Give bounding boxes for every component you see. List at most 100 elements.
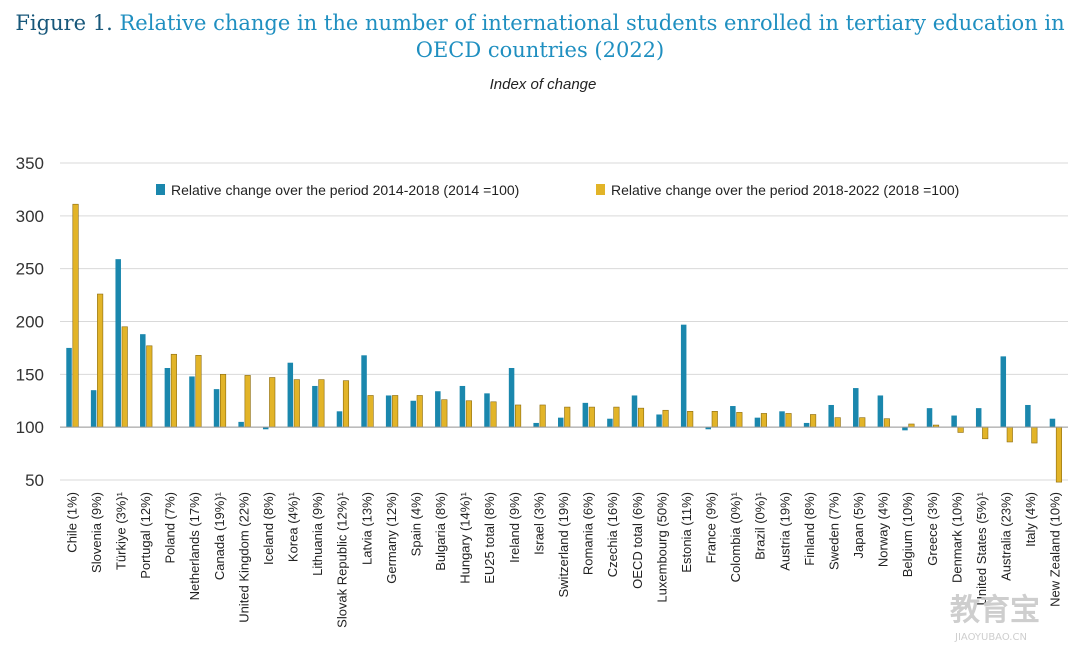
bar-series2 bbox=[170, 353, 177, 428]
bar-series1 bbox=[533, 422, 539, 428]
x-tick-label: Luxembourg (50%) bbox=[654, 492, 669, 603]
bar-series2 bbox=[220, 374, 227, 428]
x-tick-label: Canada (19%)¹ bbox=[212, 491, 227, 580]
gridlines bbox=[60, 162, 1068, 481]
bar-series1 bbox=[385, 395, 392, 428]
x-tick-label: Estonia (11%) bbox=[679, 492, 694, 573]
bar-series1 bbox=[361, 355, 367, 428]
bar-series1 bbox=[213, 389, 220, 428]
bar-series2 bbox=[1055, 426, 1063, 483]
bar-series2 bbox=[441, 399, 448, 428]
bar-series1 bbox=[435, 391, 441, 428]
bar-series1 bbox=[730, 406, 736, 428]
x-tick-label: Romania (6%) bbox=[581, 492, 596, 575]
legend-label-series1: Relative change over the period 2014-201… bbox=[171, 182, 519, 198]
bar-series2 bbox=[613, 406, 620, 428]
bar-series2 bbox=[195, 355, 202, 428]
bar-series1 bbox=[66, 347, 72, 428]
x-tick-label: Belgium (10%) bbox=[900, 492, 915, 577]
bar-series2 bbox=[736, 412, 743, 428]
bar-series2 bbox=[318, 379, 325, 428]
x-tick-label: Greece (3%) bbox=[925, 492, 940, 566]
x-tick-label: Türkiye (3%)¹ bbox=[113, 491, 128, 570]
legend-swatch-series1 bbox=[156, 184, 165, 195]
bar-series2 bbox=[785, 413, 792, 428]
bar-series2 bbox=[637, 407, 645, 428]
x-tick-label: Switzerland (19%) bbox=[556, 492, 571, 598]
x-tick-label: Bulgaria (8%) bbox=[433, 492, 448, 571]
y-tick-label: 200 bbox=[16, 313, 44, 332]
bar-series2 bbox=[121, 326, 128, 428]
bar-series2 bbox=[859, 417, 866, 428]
bar-series2 bbox=[1006, 426, 1013, 443]
x-tick-label: Hungary (14%)¹ bbox=[458, 491, 473, 583]
bar-series1 bbox=[975, 408, 982, 428]
bar-series1 bbox=[238, 421, 244, 428]
bar-series2 bbox=[711, 411, 718, 428]
bar-series1 bbox=[558, 417, 564, 428]
x-tick-label: Spain (4%) bbox=[408, 492, 423, 556]
x-tick-label: Korea (4%)¹ bbox=[286, 491, 301, 562]
bar-series2 bbox=[687, 411, 694, 428]
bar-series1 bbox=[484, 393, 490, 428]
x-tick-label: United States (5%)¹ bbox=[974, 491, 989, 605]
x-tick-label: Norway (4%) bbox=[876, 492, 891, 567]
x-tick-label: Latvia (13%) bbox=[359, 492, 374, 565]
bar-series1 bbox=[312, 385, 318, 428]
x-tick-label: Slovenia (9%) bbox=[89, 492, 104, 573]
bar-series1 bbox=[140, 334, 146, 428]
bar-series1 bbox=[410, 400, 416, 428]
legend-swatch-series2 bbox=[596, 184, 605, 195]
bar-series1 bbox=[754, 417, 761, 428]
bar-series2 bbox=[490, 401, 497, 428]
bar-series2 bbox=[367, 395, 374, 428]
bar-series1 bbox=[189, 376, 195, 428]
y-tick-label: 50 bbox=[25, 471, 44, 490]
bar-series1 bbox=[853, 388, 859, 428]
bar-series2 bbox=[982, 426, 989, 440]
bar-series2 bbox=[465, 400, 472, 428]
bar-series1 bbox=[1049, 418, 1056, 428]
bar-series2 bbox=[883, 418, 890, 428]
bar-series1 bbox=[926, 408, 933, 428]
x-tick-label: Germany (12%) bbox=[384, 492, 399, 584]
bar-series1 bbox=[336, 411, 343, 428]
bar-series1 bbox=[680, 324, 687, 428]
bar-series2 bbox=[1031, 426, 1038, 444]
bar-series2 bbox=[244, 375, 251, 428]
bar-series1 bbox=[828, 404, 834, 428]
x-tick-label: Czechia (16%) bbox=[605, 492, 620, 577]
legend: Relative change over the period 2014-201… bbox=[156, 182, 959, 198]
y-tick-label: 100 bbox=[16, 418, 44, 437]
bar-series1 bbox=[164, 367, 171, 428]
bar-series1 bbox=[656, 414, 662, 428]
bar-series1 bbox=[287, 362, 294, 428]
y-tick-label: 350 bbox=[16, 154, 44, 173]
bar-series1 bbox=[508, 367, 515, 428]
bars bbox=[66, 203, 1063, 483]
bar-series2 bbox=[662, 409, 669, 428]
bar-series1 bbox=[705, 427, 712, 430]
bar-series2 bbox=[392, 395, 399, 428]
x-tick-label: Lithuania (9%) bbox=[310, 492, 325, 576]
bar-series2 bbox=[146, 345, 153, 428]
bar-series2 bbox=[810, 414, 817, 428]
bar-series1 bbox=[877, 395, 884, 428]
x-tick-label: Israel (3%) bbox=[531, 492, 546, 555]
x-tick-label: Brazil (0%)¹ bbox=[753, 491, 768, 560]
x-tick-label: Finland (8%) bbox=[802, 492, 817, 566]
bar-series1 bbox=[262, 427, 269, 430]
bar-series2 bbox=[72, 203, 79, 428]
bar-series1 bbox=[90, 390, 97, 428]
bar-series2 bbox=[515, 404, 522, 428]
x-tick-label: Ireland (9%) bbox=[507, 492, 522, 563]
bar-series2 bbox=[957, 426, 964, 433]
x-tick-label: United Kingdom (22%) bbox=[236, 492, 251, 623]
x-tick-label: New Zealand (10%) bbox=[1048, 492, 1063, 607]
y-axis-ticks: 50 100 150 200 250 300 350 bbox=[16, 154, 44, 490]
bar-series1 bbox=[902, 427, 908, 431]
legend-label-series2: Relative change over the period 2018-202… bbox=[611, 182, 959, 198]
bar-series1 bbox=[459, 385, 466, 428]
x-tick-label: Slovak Republic (12%)¹ bbox=[335, 491, 350, 628]
